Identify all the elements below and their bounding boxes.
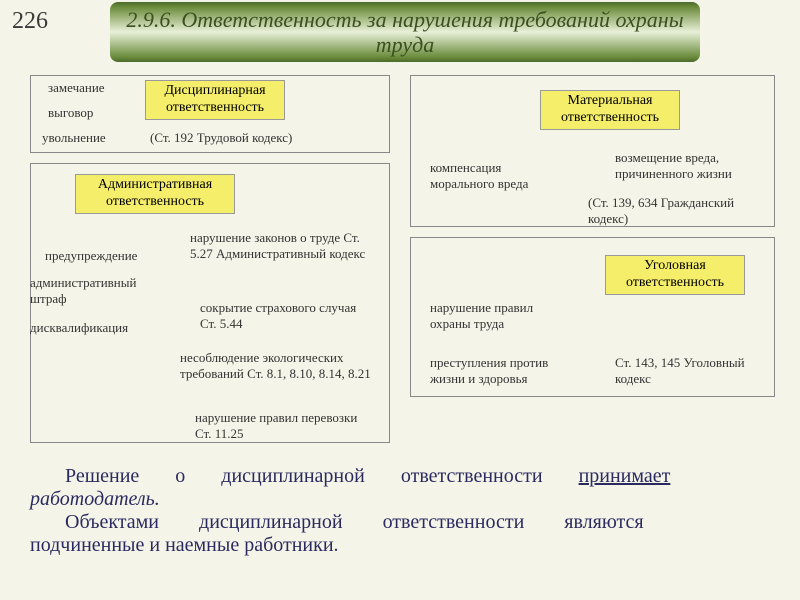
label-material: Материальная ответственность xyxy=(540,90,680,130)
bt-word: принимает xyxy=(579,465,671,487)
bt-word: о xyxy=(175,465,185,487)
admin-right-2: сокрытие страхового случая Ст. 5.44 xyxy=(200,300,370,331)
bt-word: ответственности xyxy=(383,511,525,533)
bottom-paragraph: Решение о дисциплинарной ответственности… xyxy=(30,465,775,557)
admin-right-4: нарушение правил перевозки Ст. 11.25 xyxy=(195,410,375,441)
mat-ref: (Ст. 139, 634 Гражданский кодекс) xyxy=(588,195,773,226)
page-number: 226 xyxy=(12,8,48,35)
section-title: 2.9.6. Ответственность за нарушения треб… xyxy=(110,2,700,62)
label-criminal: Уголовная ответственность xyxy=(605,255,745,295)
bt-word: подчиненные и наемные работники. xyxy=(30,534,339,556)
disc-item-1: замечание xyxy=(48,80,105,96)
bt-word: работодатель. xyxy=(30,488,160,510)
bt-word: являются xyxy=(564,511,643,533)
label-disciplinary: Дисциплинарная ответственность xyxy=(145,80,285,120)
bt-word: дисциплинарной xyxy=(221,465,365,487)
bt-word: ответственности xyxy=(401,465,543,487)
disc-item-2: выговор xyxy=(48,105,93,121)
bt-word: дисциплинарной xyxy=(199,511,343,533)
mat-item-2: возмещение вреда, причиненного жизни xyxy=(615,150,765,181)
admin-right-1: нарушение законов о труде Ст. 5.27 Админ… xyxy=(190,230,385,261)
mat-item-1: компенсация морального вреда xyxy=(430,160,560,191)
disc-item-3: увольнение xyxy=(42,130,106,146)
admin-left-2: административный штраф xyxy=(30,275,170,306)
admin-right-3: несоблюдение экологических требований Ст… xyxy=(180,350,390,381)
crim-ref: Ст. 143, 145 Уголовный кодекс xyxy=(615,355,775,386)
crim-item-1: нарушение правил охраны труда xyxy=(430,300,560,331)
admin-left-1: предупреждение xyxy=(45,248,137,264)
crim-item-2: преступления против жизни и здоровья xyxy=(430,355,580,386)
admin-left-3: дисквалификация xyxy=(30,320,128,336)
disc-ref: (Ст. 192 Трудовой кодекс) xyxy=(150,130,292,146)
label-admin: Административная ответственность xyxy=(75,174,235,214)
bt-word: Решение xyxy=(65,465,139,487)
bt-word: Объектами xyxy=(65,511,159,533)
